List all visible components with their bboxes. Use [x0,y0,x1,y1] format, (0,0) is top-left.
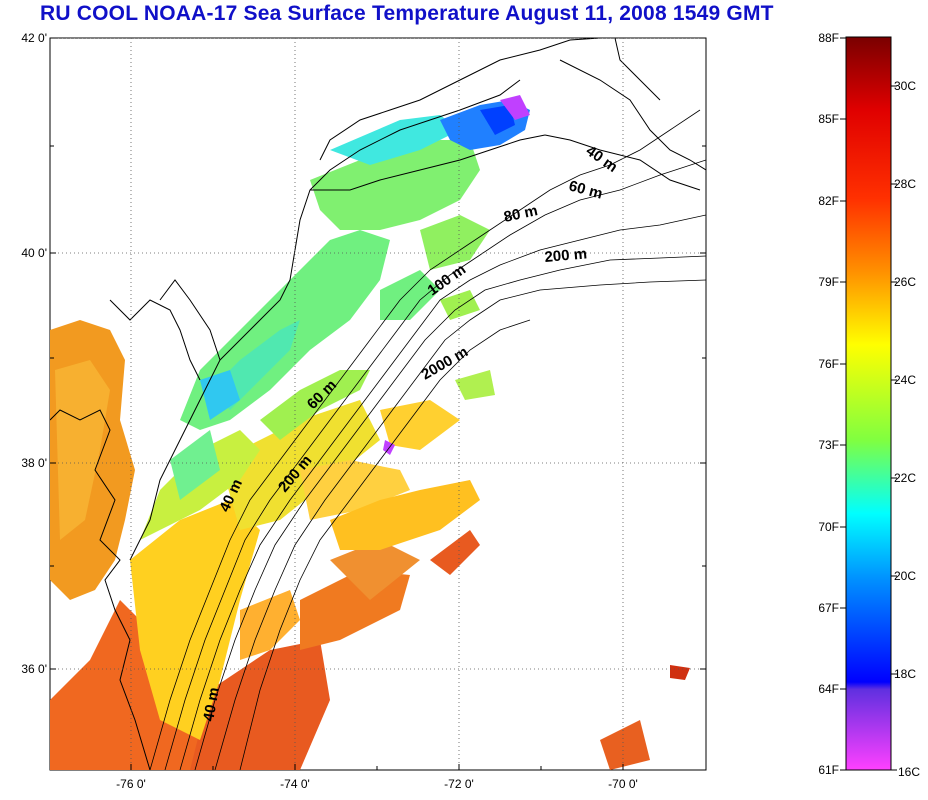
coastline [50,38,706,770]
colorbar-gradient [845,36,892,771]
lon-label: -72 0' [444,777,474,791]
colorbar-c-label: 26C [894,275,916,289]
colorbar-f-label: 85F [818,112,839,126]
map-title: RU COOL NOAA-17 Sea Surface Temperature … [40,2,774,25]
lon-label: -76 0' [116,777,146,791]
colorbar-c-label: 22C [894,471,916,485]
colorbar-f-label: 73F [818,438,839,452]
colorbar-c-label: 20C [894,569,916,583]
lat-label: 38 0' [21,456,47,470]
lat-label: 42 0' [21,31,47,45]
colorbar-f-label: 67F [818,601,839,615]
graticule [50,38,706,770]
colorbar-c-label: 18C [894,667,916,681]
sst-data-layer [50,95,690,770]
colorbar-f-label: 88F [818,31,839,45]
lat-label: 40 0' [21,246,47,260]
colorbar: 88F 85F 82F 79F 76F 73F 70F 67F 64F 61F … [818,31,920,779]
lat-label: 36 0' [21,662,47,676]
isobath-label: 80 m [502,202,539,226]
lon-label: -70 0' [608,777,638,791]
colorbar-f-label: 61F [818,763,839,777]
colorbar-c-label: 28C [894,177,916,191]
colorbar-c-label: 30C [894,79,916,93]
isobath-lines [149,109,706,770]
isobath-label: 40 m [200,686,223,723]
colorbar-f-label: 70F [818,520,839,534]
colorbar-c-label: 24C [894,373,916,387]
colorbar-f-label: 82F [818,194,839,208]
colorbar-f-label: 79F [818,275,839,289]
lon-label: -74 0' [280,777,310,791]
colorbar-f-label: 64F [818,682,839,696]
colorbar-f-label: 76F [818,357,839,371]
isobath-label: 200 m [544,245,588,266]
colorbar-c-label: 16C [898,765,920,779]
axis-ticks [50,37,706,770]
